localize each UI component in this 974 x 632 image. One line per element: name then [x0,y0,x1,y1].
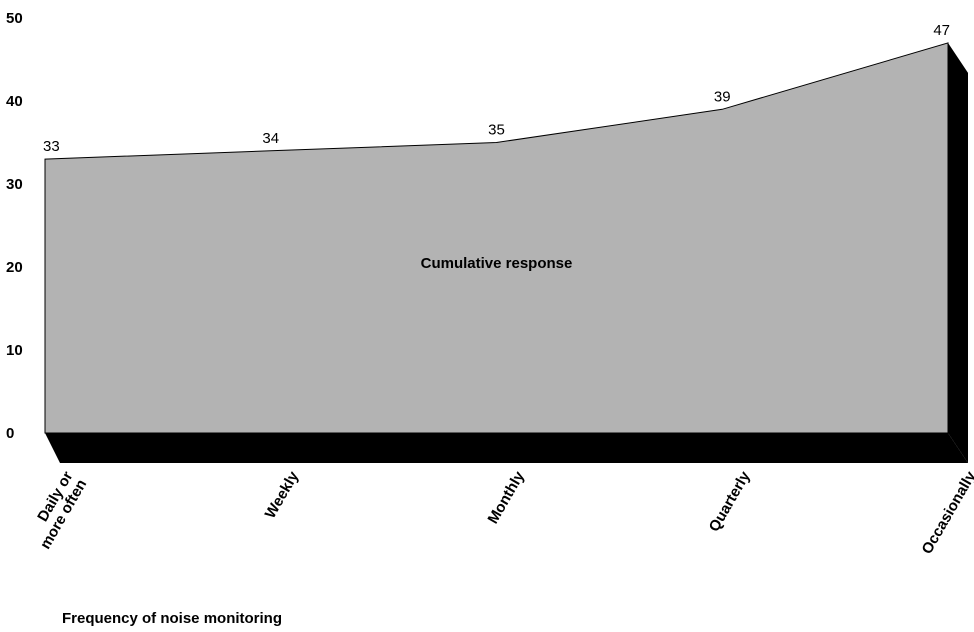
data-label: 47 [933,22,950,39]
data-label: 33 [43,138,60,155]
area-side-face [948,42,968,464]
y-tick-label: 50 [6,10,23,27]
x-tick-label-line: Monthly [484,468,528,527]
data-label: 34 [262,130,279,147]
x-tick-label: Weekly [262,468,303,522]
x-tick-label: Quarterly [706,468,754,535]
area-bottom-face [45,433,968,463]
area-front-face [44,42,949,434]
x-axis-title: Frequency of noise monitoring [62,610,283,627]
x-tick-label: Daily ormore often [23,468,90,552]
data-label: 35 [488,122,505,139]
y-tick-label: 30 [6,176,23,193]
y-tick-label: 20 [6,259,23,276]
x-tick-label-line: Quarterly [706,468,754,535]
y-tick-label: 10 [6,342,23,359]
x-tick-label-line: Occasionally [918,468,974,557]
y-tick-label: 40 [6,93,23,110]
x-tick-label: Monthly [484,468,528,527]
data-label: 39 [714,88,731,105]
x-tick-label-line: Weekly [262,468,303,522]
x-tick-label: Occasionally [918,468,974,557]
series-label: Cumulative response [421,255,573,272]
y-tick-label: 0 [6,425,14,442]
